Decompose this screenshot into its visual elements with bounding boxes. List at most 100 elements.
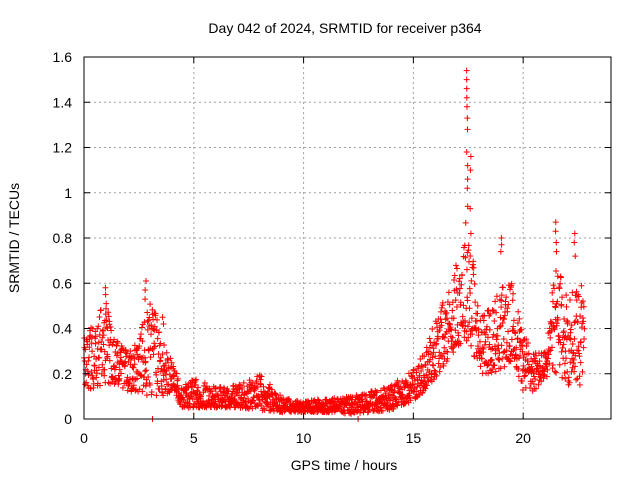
data-point [98, 346, 105, 353]
data-point [497, 314, 504, 321]
data-point [118, 370, 125, 377]
data-point [379, 407, 386, 414]
data-point [474, 310, 481, 317]
axis-ticks: 0 5 10 15 20 0 0.2 0.4 0.6 0.8 1 1.2 1.4 1.6 [53, 49, 611, 446]
data-point [157, 354, 164, 361]
data-point [452, 297, 459, 304]
data-point [556, 336, 563, 343]
data-point [88, 369, 95, 376]
data-point [543, 373, 550, 380]
data-point [519, 342, 526, 349]
data-point [189, 395, 196, 402]
data-point [430, 376, 437, 383]
data-point [84, 368, 91, 375]
data-point [421, 353, 428, 360]
data-point [160, 363, 167, 370]
data-point [99, 361, 106, 368]
data-point [437, 308, 444, 315]
data-point [533, 352, 540, 359]
data-point [411, 377, 418, 384]
data-point [573, 376, 580, 383]
data-point [509, 297, 516, 304]
data-point [421, 378, 428, 385]
data-point [569, 364, 576, 371]
data-point [127, 356, 134, 363]
data-point [463, 85, 470, 92]
data-point [436, 355, 443, 362]
data-point [489, 306, 496, 313]
data-point [87, 385, 94, 392]
data-point [572, 352, 579, 359]
data-point [436, 349, 443, 356]
data-point [470, 258, 477, 265]
data-point [448, 326, 455, 333]
data-point [575, 293, 582, 300]
data-point [193, 376, 200, 383]
data-point [580, 318, 587, 325]
data-point [572, 292, 579, 299]
data-point [475, 332, 482, 339]
data-point [540, 375, 547, 382]
data-point [101, 366, 108, 373]
data-point [114, 338, 121, 345]
data-point [163, 368, 170, 375]
data-point [500, 336, 507, 343]
data-point [438, 319, 445, 326]
data-point [114, 340, 121, 347]
data-point [457, 285, 464, 292]
data-point [463, 328, 470, 335]
data-point [428, 370, 435, 377]
data-point [104, 325, 111, 332]
data-point [556, 285, 563, 292]
data-point [556, 361, 563, 368]
data-point [410, 366, 417, 373]
data-point [547, 334, 554, 341]
data-point [173, 370, 180, 377]
data-point [565, 374, 572, 381]
data-point [231, 395, 238, 402]
data-point [467, 230, 474, 237]
data-point [145, 317, 152, 324]
data-point [449, 345, 456, 352]
data-point [86, 344, 93, 351]
data-point [443, 309, 450, 316]
data-point [470, 271, 477, 278]
data-point [467, 252, 474, 259]
data-point [571, 335, 578, 342]
data-point [159, 351, 166, 358]
data-point [231, 392, 238, 399]
data-point [562, 333, 569, 340]
data-point [201, 379, 208, 386]
data-point [552, 304, 559, 311]
data-point [170, 363, 177, 370]
data-point [150, 351, 157, 358]
data-point [444, 355, 451, 362]
data-point [502, 298, 509, 305]
data-point [486, 326, 493, 333]
data-point [432, 353, 439, 360]
data-point [550, 323, 557, 330]
data-point [435, 335, 442, 342]
data-point [277, 392, 284, 399]
data-point [518, 377, 525, 384]
data-point [132, 387, 139, 394]
data-point [497, 365, 504, 372]
data-point [550, 282, 557, 289]
data-point [516, 315, 523, 322]
data-point [407, 397, 414, 404]
data-point [462, 322, 469, 329]
data-point [145, 374, 152, 381]
data-point [433, 340, 440, 347]
data-point [162, 371, 169, 378]
data-point [251, 382, 258, 389]
data-point [142, 358, 149, 365]
data-point [532, 375, 539, 382]
data-point [562, 375, 569, 382]
y-tick-label: 1 [64, 185, 72, 201]
data-point [136, 343, 143, 350]
data-point [429, 326, 436, 333]
x-tick-label: 0 [80, 430, 88, 446]
data-point [456, 275, 463, 282]
data-point [468, 326, 475, 333]
